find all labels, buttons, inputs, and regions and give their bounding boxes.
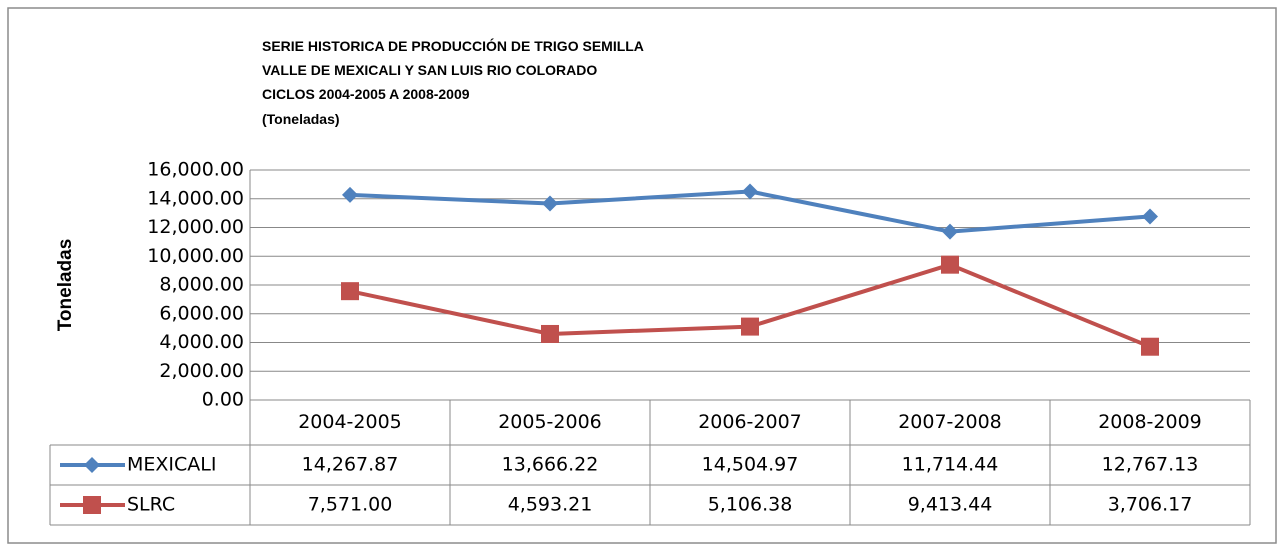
marker xyxy=(741,317,759,336)
data-label: 5,106.38 xyxy=(708,494,793,516)
marker xyxy=(542,195,558,212)
y-tick-label: 10,000.00 xyxy=(147,245,244,267)
data-label: 7,571.00 xyxy=(308,494,393,516)
x-tick-label: 2004-2005 xyxy=(298,411,402,433)
data-label: 4,593.21 xyxy=(508,494,593,516)
x-tick-label: 2008-2009 xyxy=(1098,411,1202,433)
y-tick-label: 2,000.00 xyxy=(159,360,244,382)
chart-title: (Toneladas) xyxy=(262,111,340,127)
marker xyxy=(341,282,359,301)
chart-title: VALLE DE MEXICALI Y SAN LUIS RIO COLORAD… xyxy=(262,62,597,78)
y-tick-label: 8,000.00 xyxy=(159,274,244,296)
chart-title: SERIE HISTORICA DE PRODUCCIÓN DE TRIGO S… xyxy=(262,37,644,54)
y-tick-label: 4,000.00 xyxy=(159,331,244,353)
x-tick-label: 2006-2007 xyxy=(698,411,802,433)
y-tick-label: 0.00 xyxy=(202,389,244,411)
marker xyxy=(83,496,101,514)
x-tick-label: 2007-2008 xyxy=(898,411,1002,433)
data-label: 12,767.13 xyxy=(1102,454,1199,476)
data-label: 14,267.87 xyxy=(302,454,399,476)
y-tick-label: 16,000.00 xyxy=(147,159,244,181)
y-tick-label: 12,000.00 xyxy=(147,216,244,238)
data-label: 13,666.22 xyxy=(502,454,599,476)
marker xyxy=(1141,337,1159,356)
marker xyxy=(84,457,100,473)
chart-title: CICLOS 2004-2005 A 2008-2009 xyxy=(262,86,470,102)
x-tick-label: 2005-2006 xyxy=(498,411,602,433)
legend-label: SLRC xyxy=(127,494,175,516)
y-tick-label: 6,000.00 xyxy=(159,302,244,324)
marker xyxy=(541,324,559,343)
data-label: 9,413.44 xyxy=(908,494,993,516)
marker xyxy=(742,183,758,200)
data-label: 3,706.17 xyxy=(1108,494,1193,516)
y-axis-label: Toneladas xyxy=(55,239,76,332)
marker xyxy=(941,255,959,274)
y-tick-label: 14,000.00 xyxy=(147,187,244,209)
data-label: 11,714.44 xyxy=(902,454,999,476)
chart-frame xyxy=(7,7,1277,544)
marker xyxy=(942,223,958,240)
marker xyxy=(342,186,358,203)
data-label: 14,504.97 xyxy=(702,454,799,476)
legend-label: MEXICALI xyxy=(127,454,216,476)
marker xyxy=(1142,208,1158,225)
